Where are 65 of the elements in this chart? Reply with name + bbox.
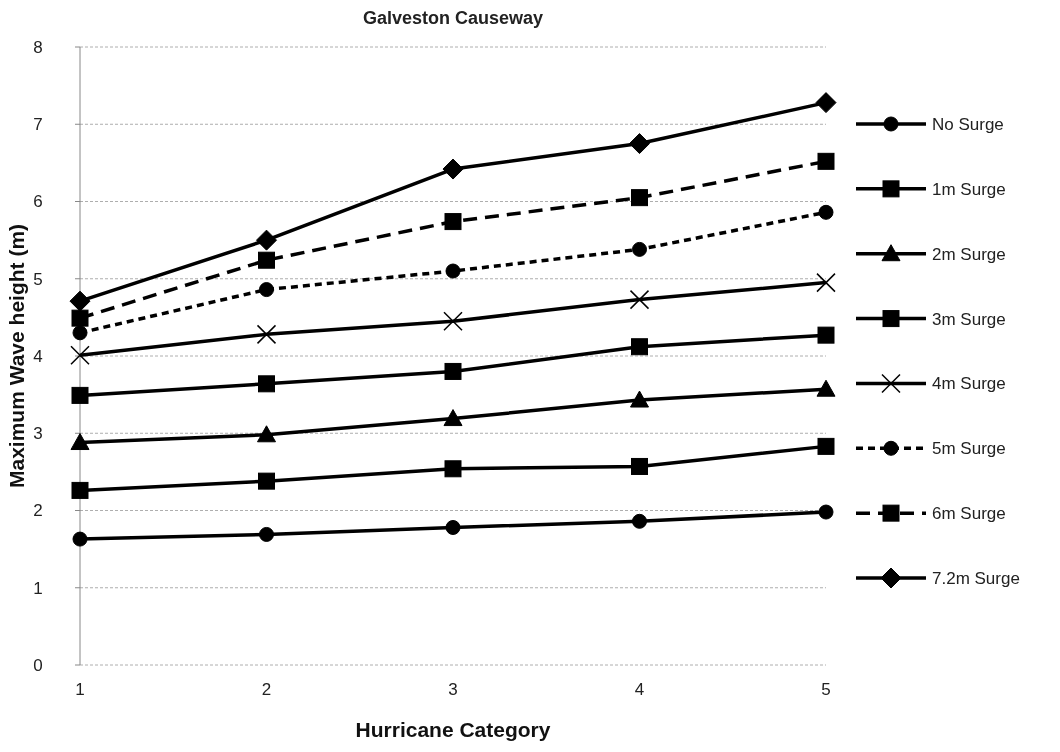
point xyxy=(629,289,650,310)
point xyxy=(816,272,836,293)
point xyxy=(817,326,835,344)
x-tick-label: 1 xyxy=(75,680,85,699)
point xyxy=(817,152,835,170)
legend-label: 1m Surge xyxy=(932,179,1006,199)
point xyxy=(631,457,648,475)
y-tick-label: 4 xyxy=(33,346,43,366)
y-tick-label: 8 xyxy=(33,37,43,57)
point xyxy=(70,433,90,451)
point xyxy=(444,460,462,478)
legend-label: 4m Surge xyxy=(932,374,1006,394)
legend-label: 5m Surge xyxy=(932,439,1006,459)
point xyxy=(444,362,462,380)
point xyxy=(258,472,275,490)
point xyxy=(816,379,836,397)
point xyxy=(444,213,462,231)
point xyxy=(629,133,650,155)
point xyxy=(71,481,89,499)
point xyxy=(442,158,464,180)
point xyxy=(631,189,648,207)
point xyxy=(632,513,647,529)
point xyxy=(632,241,647,257)
chart-title: Galveston Causeway xyxy=(362,8,544,28)
point xyxy=(445,520,461,535)
point xyxy=(259,526,274,542)
y-tick-label: 6 xyxy=(33,192,43,212)
point xyxy=(817,437,835,455)
point xyxy=(256,324,277,345)
point xyxy=(71,386,89,404)
y-axis-title: Maximum Wave height (m) xyxy=(5,223,28,489)
point xyxy=(72,325,88,341)
point xyxy=(257,425,276,443)
legend-label: 3m Surge xyxy=(932,309,1006,329)
x-axis-title: Hurricane Category xyxy=(355,718,551,741)
point xyxy=(256,229,277,251)
legend-label: 2m Surge xyxy=(932,244,1006,264)
y-tick-label: 1 xyxy=(33,578,43,598)
point xyxy=(631,338,648,356)
point xyxy=(445,263,461,279)
point xyxy=(818,504,834,520)
y-tick-label: 5 xyxy=(33,269,43,289)
point xyxy=(815,92,837,114)
point xyxy=(69,290,91,312)
point xyxy=(259,282,274,298)
point xyxy=(258,251,275,269)
y-tick-label: 7 xyxy=(33,115,43,135)
point xyxy=(71,309,89,327)
legend-label: 7.2m Surge xyxy=(932,568,1020,588)
y-tick-label: 3 xyxy=(33,424,43,444)
point xyxy=(258,375,275,393)
point xyxy=(72,531,88,547)
point xyxy=(818,204,834,220)
y-tick-label: 0 xyxy=(33,655,43,675)
legend-label: No Surge xyxy=(932,114,1004,134)
x-tick-label: 3 xyxy=(448,680,458,699)
x-tick-label: 4 xyxy=(634,680,645,699)
point xyxy=(443,409,463,427)
x-tick-label: 2 xyxy=(261,680,272,699)
point xyxy=(630,390,649,408)
legend-label: 6m Surge xyxy=(932,504,1006,524)
point xyxy=(443,311,463,331)
point xyxy=(70,345,90,365)
y-tick-label: 2 xyxy=(33,501,43,521)
x-tick-label: 5 xyxy=(821,680,831,699)
